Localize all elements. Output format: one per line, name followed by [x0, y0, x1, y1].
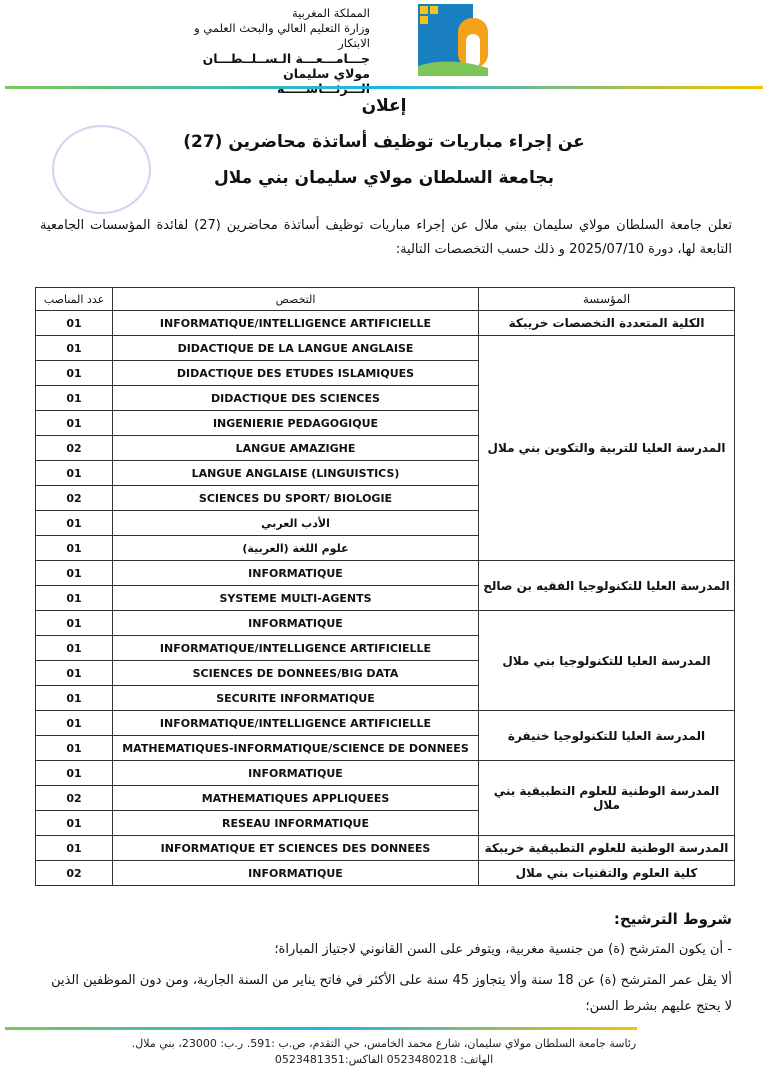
position-count: 01	[35, 760, 113, 786]
table-row: 01 SYSTEME MULTI-AGENTS	[35, 585, 735, 611]
specialty-cell: INFORMATIQUE	[112, 760, 479, 786]
table-row: 01 INFORMATIQUE ET SCIENCES DES DONNEES ال…	[35, 835, 735, 861]
table-row: 01 INFORMATIQUE/INTELLIGENCE ARTIFICIELLE…	[35, 310, 735, 336]
header-count: عدد المناصب	[35, 287, 113, 311]
specialty-cell: INFORMATIQUE/INTELLIGENCE ARTIFICIELLE	[112, 310, 479, 336]
institution-cell: المدرسة العليا للتربية والتكوين بني ملال	[478, 335, 735, 561]
table-row: 01 INFORMATIQUE المدرسة الوطنية للعلوم الت…	[35, 760, 735, 836]
specialty-cell: INFORMATIQUE/INTELLIGENCE ARTIFICIELLE	[112, 710, 479, 736]
institution-cell: كلية العلوم والتقنيات بني ملال	[478, 860, 735, 886]
specialty-cell: MATHEMATIQUES APPLIQUEES	[112, 785, 479, 811]
table-row: 01 LANGUE ANGLAISE (LINGUISTICS)	[35, 460, 735, 486]
specialty-cell: الأدب العربي	[112, 510, 479, 536]
table-row: 01 DIDACTIQUE DES SCIENCES	[35, 385, 735, 411]
specialty-cell: DIDACTIQUE DE LA LANGUE ANGLAISE	[112, 335, 479, 361]
position-count: 01	[35, 360, 113, 386]
table-row: 01 SECURITE INFORMATIQUE	[35, 685, 735, 711]
institution-cell: المدرسة الوطنية للعلوم التطبيقية خريبكة	[478, 835, 735, 861]
specialty-cell: DIDACTIQUE DES SCIENCES	[112, 385, 479, 411]
specialty-cell: INFORMATIQUE/INTELLIGENCE ARTIFICIELLE	[112, 635, 479, 661]
table-header-row: عدد المناصب التخصص المؤسسة	[35, 287, 735, 311]
specialty-cell: SYSTEME MULTI-AGENTS	[112, 585, 479, 611]
conditions-heading: شروط الترشيح:	[613, 910, 732, 928]
university-label: جـــامـــعـــة الـســلــطـــان مولاي سلي…	[202, 51, 370, 81]
position-count: 01	[35, 585, 113, 611]
specialty-cell: INFORMATIQUE ET SCIENCES DES DONNEES	[112, 835, 479, 861]
position-count: 01	[35, 710, 113, 736]
footer: رئاسة جامعة السلطان مولاي سليمان، شارع م…	[0, 1036, 768, 1068]
position-count: 01	[35, 635, 113, 661]
specialty-cell: INFORMATIQUE	[112, 860, 479, 886]
specialty-cell: DIDACTIQUE DES ETUDES ISLAMIQUES	[112, 360, 479, 386]
position-count: 01	[35, 460, 113, 486]
position-count: 01	[35, 410, 113, 436]
announcement-subtitle: عن إجراء مباريات توظيف أساتذة محاضرين (2…	[183, 132, 585, 152]
institution-cell: المدرسة الوطنية للعلوم التطبيقية بني ملا…	[478, 760, 735, 836]
specialty-cell: SCIENCES DU SPORT/ BIOLOGIE	[112, 485, 479, 511]
table-row: 01 INGENIERIE PEDAGOGIQUE	[35, 410, 735, 436]
specialty-cell: INFORMATIQUE	[112, 610, 479, 636]
table-row: 01 RESEAU INFORMATIQUE	[35, 810, 735, 836]
table-row: 01 INFORMATIQUE/INTELLIGENCE ARTIFICIELLE…	[35, 710, 735, 761]
specialty-cell: INFORMATIQUE	[112, 560, 479, 586]
position-count: 01	[35, 335, 113, 361]
position-count: 01	[35, 310, 113, 336]
position-count: 02	[35, 435, 113, 461]
position-count: 01	[35, 385, 113, 411]
institution-cell: المدرسة العليا للتكنولوجيا خنيفرة	[478, 710, 735, 761]
header-divider	[5, 86, 763, 89]
table-row: 02 INFORMATIQUE كلية العلوم والتقنيات بني …	[35, 860, 735, 886]
intro-paragraph: تعلن جامعة السلطان مولاي سليمان ببني ملا…	[40, 218, 732, 257]
ministry-label: وزارة التعليم العالي والبحث العلمي و الا…	[194, 21, 370, 50]
position-count: 02	[35, 860, 113, 886]
table-row: 01 DIDACTIQUE DE LA LANGUE ANGLAISE المدرس…	[35, 335, 735, 561]
official-stamp	[52, 125, 151, 214]
announcement-university: بجامعة السلطان مولاي سليمان بني ملال	[214, 168, 554, 188]
footer-address: رئاسة جامعة السلطان مولاي سليمان، شارع م…	[131, 1037, 637, 1050]
position-count: 01	[35, 535, 113, 561]
position-count: 02	[35, 485, 113, 511]
institution-cell: الكلية المتعددة التخصصات خريبكة	[478, 310, 735, 336]
position-count: 02	[35, 785, 113, 811]
position-count: 01	[35, 610, 113, 636]
specialty-cell: SECURITE INFORMATIQUE	[112, 685, 479, 711]
institution-cell: المدرسة العليا للتكنولوجيا بني ملال	[478, 610, 735, 711]
specialty-cell: SCIENCES DE DONNEES/BIG DATA	[112, 660, 479, 686]
table-row: 01 INFORMATIQUE المدرسة العليا للتكنولوجيا…	[35, 610, 735, 711]
table-row: 01 DIDACTIQUE DES ETUDES ISLAMIQUES	[35, 360, 735, 386]
university-logo	[418, 4, 488, 76]
footer-divider	[5, 1027, 637, 1030]
position-count: 01	[35, 810, 113, 836]
specialty-cell: MATHEMATIQUES-INFORMATIQUE/SCIENCE DE DO…	[112, 735, 479, 761]
announcement-title: إعلان	[361, 96, 407, 116]
letterhead: المملكة المغربية وزارة التعليم العالي وا…	[170, 6, 370, 96]
condition-item: - أن يكون المترشح (ة) من جنسية مغربية، و…	[274, 942, 732, 957]
positions-table: عدد المناصب التخصص المؤسسة 01 INFORMATIQU…	[35, 287, 735, 886]
specialty-cell: LANGUE AMAZIGHE	[112, 435, 479, 461]
table-row: 01 علوم اللغة (العربية)	[35, 535, 735, 561]
position-count: 01	[35, 685, 113, 711]
specialty-cell: INGENIERIE PEDAGOGIQUE	[112, 410, 479, 436]
header-institution: المؤسسة	[478, 287, 735, 311]
specialty-cell: علوم اللغة (العربية)	[112, 535, 479, 561]
position-count: 01	[35, 660, 113, 686]
position-count: 01	[35, 510, 113, 536]
position-count: 01	[35, 735, 113, 761]
specialty-cell: RESEAU INFORMATIQUE	[112, 810, 479, 836]
position-count: 01	[35, 560, 113, 586]
kingdom-label: المملكة المغربية	[291, 6, 370, 20]
table-row: 02 MATHEMATIQUES APPLIQUEES	[35, 785, 735, 811]
footer-phone: الهاتف: 0523480218 الفاكس:0523481351	[274, 1053, 494, 1066]
header-specialty: التخصص	[112, 287, 479, 311]
institution-cell: المدرسة العليا للتكنولوجيا الفقيه بن صال…	[478, 560, 735, 611]
table-row: 01 الأدب العربي	[35, 510, 735, 536]
table-row: 01 INFORMATIQUE المدرسة العليا للتكنولوجيا…	[35, 560, 735, 611]
condition-item: ألا يقل عمر المترشح (ة) عن 18 سنة وألا ي…	[51, 973, 732, 1014]
specialty-cell: LANGUE ANGLAISE (LINGUISTICS)	[112, 460, 479, 486]
position-count: 01	[35, 835, 113, 861]
